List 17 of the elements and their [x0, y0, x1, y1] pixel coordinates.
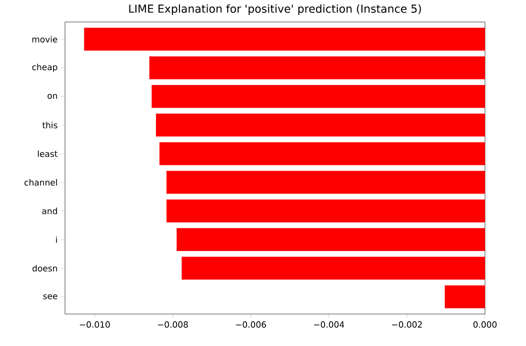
y-tick-label: movie — [32, 36, 58, 42]
y-tick-label: see — [43, 294, 58, 300]
y-tick-label: channel — [24, 179, 57, 186]
y-tick-label: cheap — [32, 64, 58, 72]
y-tick-label: and — [42, 208, 57, 214]
x-tick-label: 0.000 — [473, 321, 497, 328]
y-tick-label: least — [38, 150, 58, 157]
x-tick-label: −0.006 — [236, 321, 266, 328]
y-tick-label: on — [48, 94, 57, 99]
chart-title: LIME Explanation for 'positive' prediction (Instance 5) — [129, 4, 421, 15]
x-tick-label: −0.004 — [314, 321, 344, 328]
y-tick-label: i — [56, 236, 57, 243]
y-tick-label: doesn — [32, 264, 57, 272]
x-tick-label: −0.010 — [80, 321, 110, 328]
x-tick-label: −0.008 — [158, 321, 188, 328]
x-tick-label: −0.002 — [392, 321, 422, 328]
y-tick-label: this — [42, 122, 58, 128]
